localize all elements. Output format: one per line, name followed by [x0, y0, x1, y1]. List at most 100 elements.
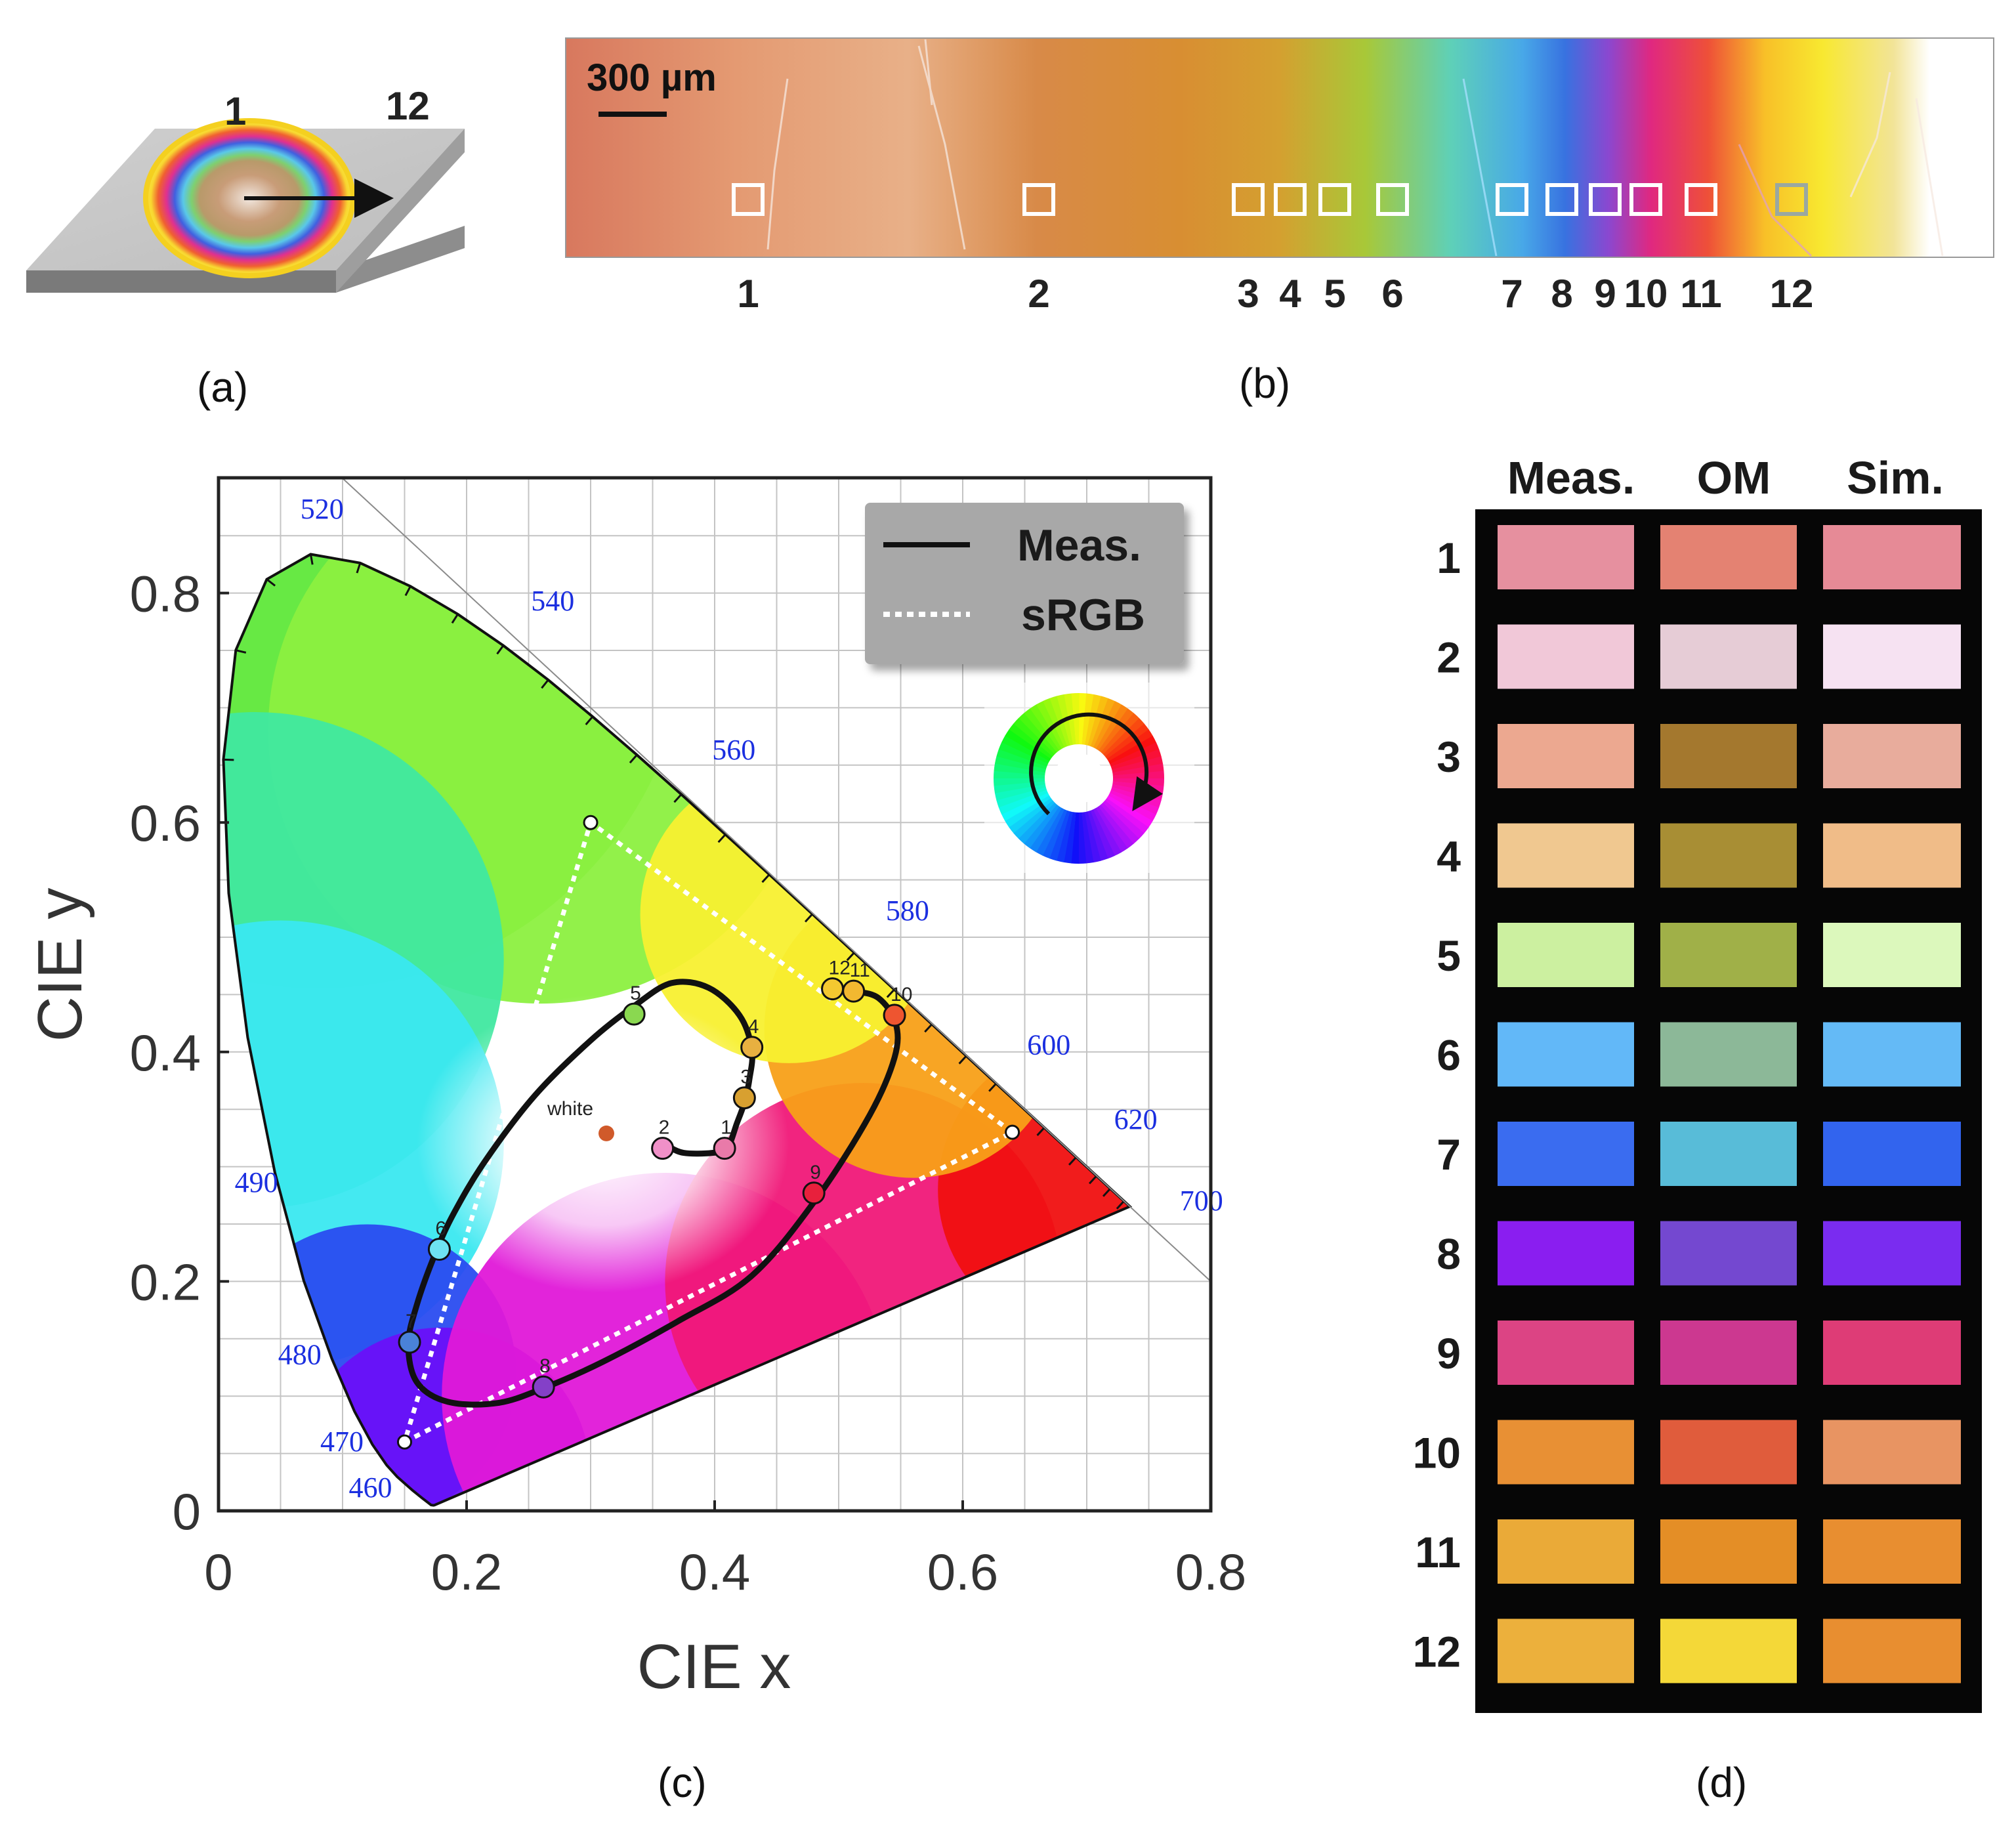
wavelength-label-620: 620 [1114, 1103, 1158, 1135]
swatch-9-2 [1823, 1321, 1961, 1385]
locus-tick [886, 988, 895, 998]
hue-wheel-segment [1104, 797, 1149, 834]
substrate-slab-right [336, 129, 465, 293]
hue-wheel-segment [1087, 810, 1108, 861]
swatch-2-0 [1498, 624, 1634, 689]
swatch-2-1 [1660, 624, 1797, 689]
strip-marker-6 [1376, 183, 1409, 216]
locus-tick [1068, 1156, 1078, 1166]
hue-wheel-segment [1085, 694, 1102, 746]
measured-point-10 [883, 1004, 906, 1027]
hue-wheel-segment [1071, 693, 1080, 745]
hue-wheel-segment [1036, 700, 1065, 749]
hue-wheel-segment [1106, 795, 1153, 828]
locus-tick [804, 913, 814, 923]
locus-tick [451, 613, 459, 624]
swatch-6-0 [1498, 1022, 1634, 1087]
measured-point-label-12: 12 [829, 958, 850, 979]
y-tick-label-0.4: 0.4 [130, 1024, 201, 1082]
axis-ticks: 0 0.2 0.4 0.6 0.8 0 0.2 0.4 0.6 0.8 [130, 565, 1247, 1601]
y-tick-label-0: 0 [173, 1483, 201, 1540]
gamut-white-region [417, 994, 789, 1293]
swatch-row-label-2: 2 [1437, 633, 1461, 682]
microscope-strip [565, 37, 1994, 258]
wavelength-label-700: 700 [1180, 1185, 1223, 1217]
swatch-6-2 [1823, 1022, 1961, 1087]
strip-marker-8 [1545, 183, 1578, 216]
swatch-12-2 [1823, 1618, 1961, 1683]
wavelength-label-580: 580 [886, 895, 929, 927]
swatch-6-1 [1660, 1022, 1797, 1087]
swatch-8-2 [1823, 1221, 1961, 1286]
wavelength-label-540: 540 [531, 585, 574, 617]
measured-point-5 [622, 1002, 646, 1026]
measured-point-1 [713, 1137, 736, 1160]
panel-label-b: (b) [1239, 360, 1290, 407]
hue-wheel-segment [1110, 742, 1160, 767]
swatch-7-2 [1823, 1122, 1961, 1186]
hue-wheel-inset [984, 683, 1194, 873]
hue-wheel-segment [1063, 812, 1076, 864]
hue-wheel-segment [1071, 812, 1079, 864]
srgb-gamut-triangle [400, 818, 1017, 1447]
hue-wheel-segment [1078, 812, 1087, 864]
scale-bar [598, 112, 667, 117]
hue-wheel-segment [1042, 809, 1068, 859]
hue-wheel-segment [1036, 807, 1065, 856]
swatch-row-label-6: 6 [1437, 1031, 1461, 1080]
locus-tick [266, 578, 276, 587]
white-point-group: white [547, 1098, 615, 1141]
measured-point-7 [398, 1330, 421, 1354]
locus-tick [235, 649, 247, 654]
x-tick-label-0.4: 0.4 [679, 1543, 750, 1601]
srgb-primary-green [583, 814, 598, 830]
hue-wheel-segment [1009, 723, 1053, 759]
measured-point-label-1: 1 [721, 1117, 732, 1139]
locus-tick [924, 1023, 933, 1033]
swatch-1-1 [1660, 525, 1797, 589]
hue-wheel-segment [1001, 735, 1050, 765]
hue-wheel-segment [996, 749, 1047, 770]
hue-wheel-segment [1112, 756, 1164, 773]
swatch-9-0 [1498, 1321, 1634, 1385]
hue-wheel-segment [1082, 812, 1094, 864]
wavelength-label-470: 470 [320, 1426, 364, 1458]
strip-marker-5 [1318, 183, 1351, 216]
substrate-slab-front [26, 270, 336, 293]
wavelength-label-490: 490 [235, 1166, 278, 1198]
strip-label-2: 2 [1028, 272, 1049, 316]
x-tick-label-0: 0 [204, 1543, 232, 1601]
hue-wheel-segment [1101, 802, 1139, 844]
measured-point-label-11: 11 [850, 960, 870, 981]
srgb-primary-blue [397, 1434, 412, 1450]
swatch-10-0 [1498, 1420, 1634, 1485]
swatch-4-2 [1823, 823, 1961, 888]
locus-tick [988, 1082, 998, 1092]
measured-point-label-3: 3 [740, 1067, 751, 1088]
y-axis-title: CIE y [25, 888, 95, 1042]
measured-point-12 [821, 977, 845, 1001]
locus-tick [1088, 1175, 1098, 1185]
measured-point-label-6: 6 [435, 1217, 446, 1239]
strip-marker-3 [1232, 183, 1265, 216]
strip-label-6: 6 [1381, 272, 1403, 316]
hue-wheel-segment [1095, 806, 1128, 853]
swatch-9-1 [1660, 1321, 1797, 1385]
swatch-row-label-7: 7 [1437, 1130, 1461, 1179]
hue-wheel-segment [1079, 693, 1087, 745]
x-tick-label-0.8: 0.8 [1175, 1543, 1246, 1601]
locus-tick [496, 645, 505, 655]
swatch-3-0 [1498, 724, 1634, 788]
swatch-4-1 [1660, 823, 1797, 888]
swatch-row-label-9: 9 [1437, 1329, 1461, 1378]
swatch-4-0 [1498, 823, 1634, 888]
y-tick-label-0.2: 0.2 [130, 1253, 201, 1311]
panel-label-c: (c) [658, 1759, 707, 1806]
hue-wheel-segment [1110, 749, 1162, 770]
measured-point-label-7: 7 [406, 1311, 417, 1332]
swatch-2-2 [1823, 624, 1961, 689]
measured-point-2 [651, 1137, 675, 1160]
swatch-row-label-3: 3 [1437, 732, 1461, 781]
